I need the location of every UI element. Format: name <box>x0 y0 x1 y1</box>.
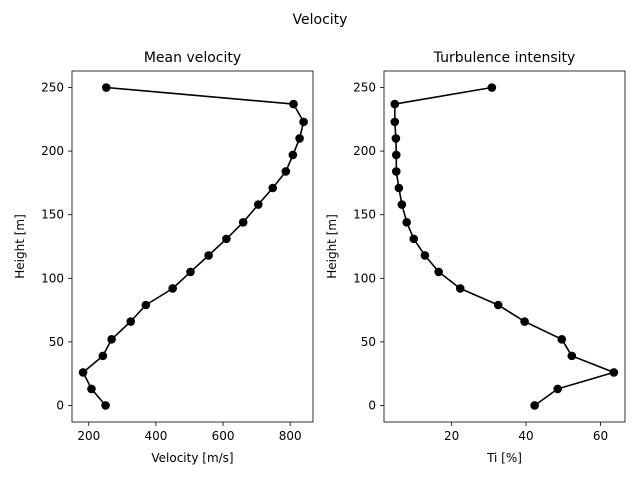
mean-velocity-x-tick-label: 200 <box>77 429 100 443</box>
mean-velocity-data-point <box>288 150 298 160</box>
mean-velocity-x-axis-label: Velocity [m/s] <box>151 451 233 465</box>
mean-velocity-data-point <box>299 117 308 127</box>
mean-velocity-y-axis-label: Height [m] <box>13 214 27 279</box>
turbulence-intensity-data-point <box>493 300 503 310</box>
mean-velocity-data-point <box>78 368 88 377</box>
figure-title: Velocity <box>293 12 348 28</box>
turbulence-intensity-data-point <box>553 384 562 394</box>
mean-velocity-data-point <box>295 134 304 143</box>
mean-velocity-y-tick-label: 50 <box>49 335 64 349</box>
turbulence-intensity-x-tick-label: 20 <box>444 429 459 443</box>
turbulence-intensity-series-line <box>393 86 615 407</box>
turbulence-intensity-y-tick-label: 50 <box>361 335 376 349</box>
mean-velocity-data-point <box>289 99 298 109</box>
turbulence-intensity-axes-frame <box>383 70 626 423</box>
turbulence-intensity-y-tick-label: 0 <box>368 398 376 412</box>
turbulence-intensity-data-point <box>394 183 404 193</box>
turbulence-intensity-y-tick-label: 100 <box>353 271 376 285</box>
mean-velocity-series-line <box>82 86 305 407</box>
turbulence-intensity-x-tick-label: 60 <box>593 429 608 443</box>
mean-velocity-data-point <box>268 183 278 193</box>
mean-velocity-data-point <box>186 267 195 277</box>
turbulence-intensity-data-point <box>609 368 619 377</box>
turbulence-intensity-data-point <box>397 200 407 209</box>
turbulence-intensity-y-tick-label: 150 <box>353 208 376 222</box>
mean-velocity-data-point <box>141 300 151 310</box>
turbulence-intensity-data-point <box>455 284 465 293</box>
turbulence-intensity-y-tick-label: 250 <box>353 81 376 95</box>
mean-velocity-data-point <box>204 251 213 260</box>
mean-velocity-data-point <box>222 234 231 244</box>
turbulence-intensity-data-point <box>487 83 497 92</box>
mean-velocity-y-tick-label: 100 <box>41 271 64 285</box>
mean-velocity-data-point <box>126 317 136 326</box>
mean-velocity-x-tick-label: 600 <box>212 429 235 443</box>
turbulence-intensity-data-point <box>390 117 400 127</box>
mean-velocity-y-tick-label: 200 <box>41 144 64 158</box>
turbulence-intensity-title: Turbulence intensity <box>433 50 576 66</box>
turbulence-intensity-y-axis-label: Height [m] <box>325 214 339 279</box>
turbulence-intensity-data-point <box>390 99 400 109</box>
turbulence-intensity-data-point <box>402 218 411 227</box>
mean-velocity-title: Mean velocity <box>144 50 241 66</box>
turbulence-intensity-data-point <box>557 335 567 344</box>
mean-velocity-chart: Mean velocity 200 400 600 800 0 50 100 150 200 250… <box>13 50 314 465</box>
mean-velocity-y-tick-label: 150 <box>41 208 64 222</box>
mean-velocity-y-tick-label: 0 <box>56 398 64 412</box>
mean-velocity-data-point <box>101 83 111 92</box>
mean-velocity-y-tick-label: 250 <box>41 81 64 95</box>
turbulence-intensity-data-point <box>520 317 529 326</box>
mean-velocity-data-point <box>253 200 263 209</box>
mean-velocity-axes-frame <box>71 70 314 423</box>
turbulence-intensity-data-point <box>567 351 577 361</box>
turbulence-intensity-data-point <box>409 234 419 244</box>
mean-velocity-data-point <box>238 218 248 227</box>
turbulence-intensity-data-point <box>391 167 401 176</box>
mean-velocity-data-point <box>281 167 291 176</box>
turbulence-intensity-x-tick-label: 40 <box>518 429 533 443</box>
turbulence-intensity-data-point <box>530 401 539 410</box>
mean-velocity-data-point <box>168 284 177 293</box>
mean-velocity-data-point <box>107 335 116 344</box>
turbulence-intensity-y-tick-label: 200 <box>353 144 376 158</box>
turbulence-intensity-data-point <box>434 267 443 277</box>
turbulence-intensity-chart: Turbulence intensity 20 40 60 0 50 100 150 200 25… <box>325 50 626 465</box>
mean-velocity-x-tick-label: 800 <box>279 429 302 443</box>
mean-velocity-data-point <box>101 401 110 410</box>
mean-velocity-data-point <box>87 384 96 394</box>
mean-velocity-x-tick-label: 400 <box>144 429 167 443</box>
turbulence-intensity-data-point <box>391 134 401 143</box>
turbulence-intensity-x-axis-label: Ti [%] <box>486 451 522 465</box>
turbulence-intensity-data-point <box>420 251 430 260</box>
mean-velocity-data-point <box>98 351 108 361</box>
turbulence-intensity-data-point <box>391 150 401 160</box>
